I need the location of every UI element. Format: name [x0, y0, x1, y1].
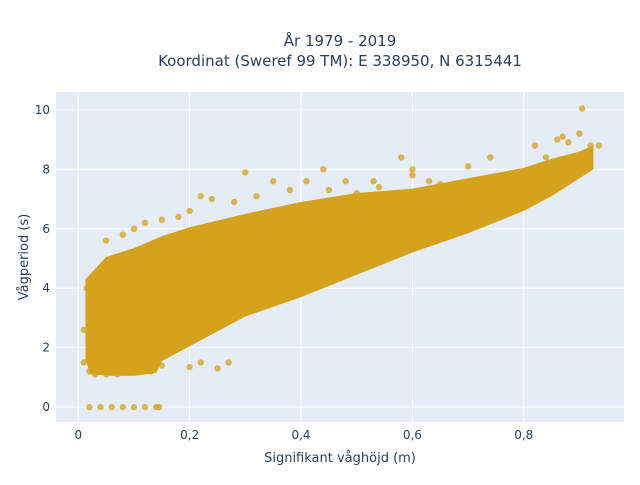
scatter-point	[409, 166, 416, 173]
scatter-point	[80, 326, 88, 333]
scatter-point	[80, 359, 88, 366]
scatter-point	[130, 403, 138, 411]
y-tick-label: 4	[42, 281, 50, 295]
scatter-point	[270, 178, 277, 185]
scatter-point	[425, 178, 433, 185]
scatter-point	[130, 368, 138, 375]
y-tick-label: 8	[42, 162, 50, 176]
scatter-point	[342, 178, 349, 185]
scatter-point	[197, 192, 204, 200]
scatter-point	[565, 139, 572, 146]
scatter-point	[587, 142, 594, 149]
scatter-point	[214, 365, 221, 372]
chart-title-line-2: Koordinat (Sweref 99 TM): E 338950, N 63…	[158, 52, 522, 70]
scatter-point	[86, 368, 93, 375]
scatter-point	[102, 371, 110, 378]
x-tick-label: 0,8	[514, 428, 533, 442]
scatter-point	[595, 142, 603, 149]
scatter-point	[114, 371, 121, 378]
scatter-point	[531, 142, 539, 149]
scatter-point	[579, 105, 586, 112]
scatter-point	[119, 403, 127, 411]
scatter-point	[464, 163, 472, 170]
scatter-point	[83, 285, 90, 292]
scatter-point	[130, 225, 138, 232]
scatter-point	[375, 183, 383, 191]
scatter-point	[559, 133, 566, 140]
tick-layer: 0 0,2 0,4 0,6 0,8 0 2 4 6 8 10	[35, 103, 534, 442]
scatter-point	[186, 207, 193, 215]
scatter-point	[147, 368, 154, 375]
scatter-point	[325, 186, 333, 194]
x-tick-label: 0,6	[403, 428, 422, 442]
scatter-point	[320, 166, 327, 173]
scatter-point	[303, 178, 310, 185]
scatter-point	[242, 169, 249, 176]
scatter-point	[542, 154, 550, 161]
scatter-point	[231, 198, 238, 206]
scatter-point	[158, 362, 165, 369]
scatter-point	[141, 219, 149, 226]
y-tick-label: 6	[42, 222, 50, 236]
scatter-point	[197, 359, 204, 366]
scatter-point	[392, 189, 399, 197]
scatter-point	[370, 178, 377, 185]
scatter-point	[141, 403, 149, 411]
x-axis-title: Signifikant våghöjd (m)	[264, 451, 416, 466]
x-tick-label: 0,2	[180, 428, 199, 442]
scatter-point	[409, 172, 416, 179]
scatter-point	[155, 403, 163, 411]
scatter-density-cloud	[85, 145, 594, 376]
scatter-points-layer	[80, 105, 603, 411]
scatter-point	[158, 216, 165, 223]
scatter-point	[102, 237, 110, 244]
scatter-point	[225, 359, 232, 366]
scatter-point	[487, 154, 494, 161]
scatter-point	[119, 231, 127, 238]
point-cloud-layer	[85, 145, 594, 376]
y-axis-title: Vågperiod (s)	[17, 214, 32, 301]
scatter-point	[576, 130, 583, 137]
scatter-point	[398, 154, 405, 161]
scatter-point	[186, 363, 193, 371]
x-tick-label: 0	[74, 428, 82, 442]
y-tick-label: 0	[42, 400, 50, 414]
scatter-point	[286, 186, 294, 194]
scatter-point	[520, 172, 527, 179]
scatter-point	[554, 136, 561, 143]
x-tick-label: 0,4	[291, 428, 310, 442]
scatter-point	[175, 213, 182, 221]
scatter-point	[353, 189, 360, 197]
scatter-point	[97, 403, 104, 411]
scatter-point	[91, 371, 99, 378]
scatter-point	[86, 403, 93, 411]
y-tick-label: 10	[35, 103, 50, 117]
scatter-point	[437, 181, 444, 188]
scatter-point	[253, 192, 260, 200]
chart-title-line-1: År 1979 - 2019	[284, 31, 397, 50]
scatter-point	[108, 403, 115, 411]
scatter-point	[208, 195, 216, 203]
y-tick-label: 2	[42, 341, 50, 355]
